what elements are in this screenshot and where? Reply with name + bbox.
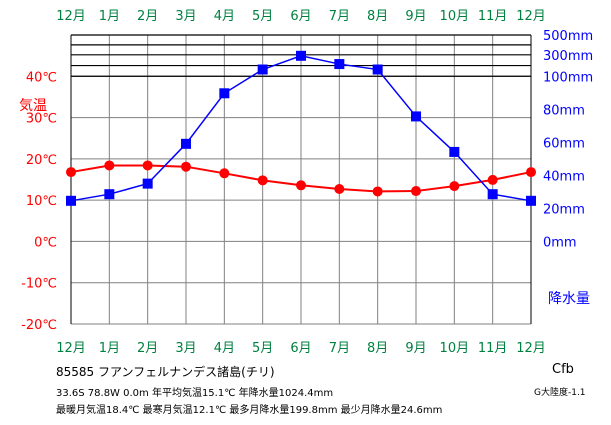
bottom-month-label: 12月	[56, 341, 86, 356]
precipitation-point	[219, 88, 230, 99]
temp-tick-label: -10℃	[21, 277, 57, 292]
precipitation-point	[449, 146, 460, 157]
top-month-label: 12月	[516, 9, 546, 24]
top-month-label: 6月	[290, 9, 311, 24]
station-name: 85585 フアンフェルナンデス諸島(チリ)	[56, 365, 275, 379]
temperature-point	[181, 161, 191, 172]
temperature-point	[449, 181, 460, 192]
temp-tick-label: 0℃	[34, 235, 57, 250]
precipitation-point	[526, 195, 536, 206]
precipitation-point	[334, 59, 345, 70]
temperature-point	[219, 168, 230, 179]
temp-tick-label: 30℃	[26, 112, 57, 127]
bottom-month-label: 6月	[290, 341, 311, 356]
precip-tick-label: 20mm	[543, 202, 585, 217]
bottom-month-labels: 12月 1月 2月 3月 4月 5月 6月 7月 8月 9月 10月 11月 12月	[56, 341, 546, 356]
precipitation-point	[142, 178, 153, 189]
precipitation-point	[104, 189, 115, 200]
top-month-label: 3月	[175, 9, 196, 24]
precip-tick-label: 0mm	[543, 235, 577, 250]
precip-tick-label: 500mm	[543, 29, 593, 44]
continentality-index: G大陸度-1.1	[534, 388, 586, 398]
precipitation-axis-label: 降水量	[548, 291, 590, 307]
station-detail-line2: 最暖月気温18.4℃ 最寒月気温12.1℃ 最多月降水量199.8mm 最少月降…	[56, 405, 443, 416]
station-detail-line1: 33.6S 78.8W 0.0m 年平均気温15.1℃ 年降水量1024.4mm	[56, 388, 334, 399]
top-month-label: 4月	[214, 9, 235, 24]
temperature-point	[257, 175, 268, 186]
grid-lines	[70, 34, 532, 325]
top-month-labels: 12月 1月 2月 3月 4月 5月 6月 7月 8月 9月 10月 11月 12月	[56, 9, 546, 24]
temperature-point	[334, 183, 345, 194]
temperature-axis-ticks: -20℃ -10℃ 0℃ 10℃ 20℃ 30℃ 40℃	[21, 70, 57, 333]
temperature-point	[296, 180, 306, 191]
precip-tick-label: 100mm	[543, 70, 593, 85]
bottom-month-label: 12月	[516, 341, 546, 356]
top-month-label: 10月	[440, 9, 470, 24]
bottom-month-label: 3月	[175, 341, 196, 356]
temperature-point	[411, 186, 421, 197]
bottom-month-label: 10月	[440, 341, 470, 356]
temperature-point	[372, 186, 383, 197]
top-month-label: 7月	[329, 9, 350, 24]
bottom-month-label: 5月	[252, 341, 273, 356]
temp-tick-label: 20℃	[26, 153, 57, 168]
precipitation-point	[372, 64, 383, 75]
top-month-label: 5月	[252, 9, 273, 24]
precipitation-axis-ticks: 0mm 20mm 40mm 60mm 80mm 100mm 300mm 500mm	[543, 29, 593, 250]
top-month-label: 11月	[478, 9, 508, 24]
top-month-label: 2月	[137, 9, 158, 24]
temperature-point	[526, 167, 536, 178]
precip-tick-label: 60mm	[543, 136, 585, 151]
bottom-month-label: 8月	[367, 341, 388, 356]
precipitation-point	[487, 189, 498, 200]
precip-tick-label: 300mm	[543, 49, 593, 64]
bottom-month-label: 1月	[99, 341, 120, 356]
temperature-point	[66, 167, 76, 178]
temp-tick-label: 10℃	[26, 194, 57, 209]
temperature-point	[104, 160, 115, 171]
precip-tick-label: 80mm	[543, 103, 585, 118]
bottom-month-label: 9月	[405, 341, 426, 356]
top-month-label: 1月	[99, 9, 120, 24]
temperature-point	[142, 160, 153, 171]
temp-tick-label: -20℃	[21, 318, 57, 333]
top-month-label: 8月	[367, 9, 388, 24]
top-month-label: 12月	[56, 9, 86, 24]
temp-tick-label: 40℃	[26, 70, 57, 85]
bottom-month-label: 11月	[478, 341, 508, 356]
temperature-axis-label: 気温	[19, 98, 47, 114]
top-month-label: 9月	[405, 9, 426, 24]
precipitation-point	[411, 111, 421, 122]
bottom-month-label: 7月	[329, 341, 350, 356]
bottom-month-label: 2月	[137, 341, 158, 356]
precipitation-point	[181, 138, 191, 149]
precipitation-point	[296, 50, 306, 61]
bottom-month-label: 4月	[214, 341, 235, 356]
precipitation-point	[66, 195, 76, 206]
series	[66, 50, 536, 206]
climate-class: Cfb	[552, 362, 574, 377]
precipitation-point	[257, 64, 268, 75]
precip-tick-label: 40mm	[543, 169, 585, 184]
temperature-point	[487, 174, 498, 185]
